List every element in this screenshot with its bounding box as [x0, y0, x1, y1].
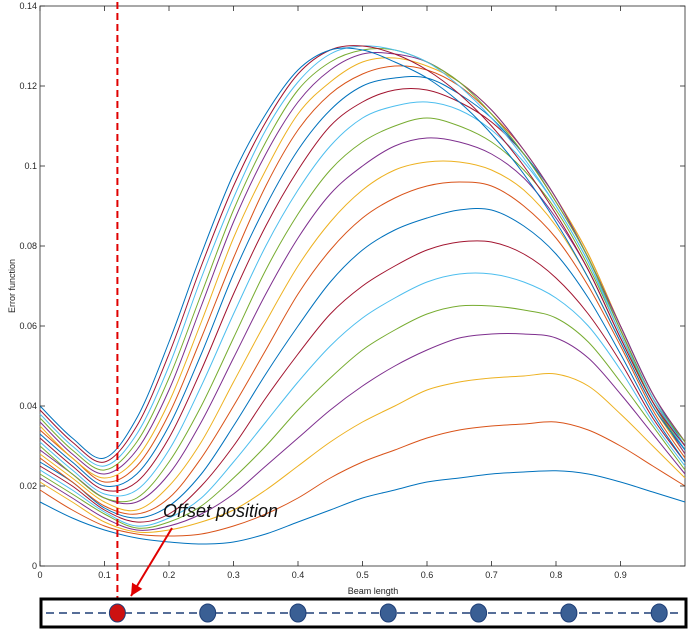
x-tick-label: 0.2	[163, 570, 176, 580]
beam-node	[199, 603, 217, 623]
beam-node	[560, 603, 578, 623]
y-tick-label: 0	[32, 561, 37, 571]
y-tick-label: 0.06	[19, 321, 37, 331]
series-line-1	[39, 470, 686, 545]
x-tick-label: 0	[37, 570, 42, 580]
beam-diagram	[39, 597, 688, 629]
series-line-3	[39, 372, 686, 533]
x-tick-label: 0.3	[227, 570, 240, 580]
y-tick-label: 0.02	[19, 481, 37, 491]
beam-node-offset	[108, 603, 126, 623]
series-group	[39, 45, 686, 545]
beam-nodes	[108, 603, 668, 623]
y-tick-label: 0.04	[19, 401, 37, 411]
y-tick-label: 0.14	[19, 1, 37, 11]
x-tick-label: 0.4	[292, 570, 305, 580]
x-tick-label: 0.8	[550, 570, 563, 580]
offset-position-arrow	[130, 527, 173, 597]
x-tick-label: 0.7	[485, 570, 498, 580]
series-line-7	[39, 240, 686, 523]
x-tick-label: 0.6	[421, 570, 434, 580]
x-axis-ticks: 0 0.1 0.2 0.3 0.4 0.5 0.6 0.7 0.8 0.9	[37, 6, 627, 580]
series-line-12	[39, 117, 686, 503]
y-tick-label: 0.08	[19, 241, 37, 251]
series-line-8	[39, 207, 686, 519]
x-tick-label: 0.5	[356, 570, 369, 580]
x-tick-label: 0.1	[98, 570, 111, 580]
beam-node	[470, 603, 488, 623]
x-axis-label: Beam length	[348, 586, 399, 596]
y-axis-label: Error function	[7, 259, 17, 313]
series-line-6	[39, 272, 686, 527]
series-line-2	[39, 421, 686, 537]
overlay: Offset position	[116, 2, 278, 612]
beam-node	[650, 603, 668, 623]
series-line-21	[39, 45, 686, 463]
y-tick-label: 0.1	[24, 161, 37, 171]
y-tick-label: 0.12	[19, 81, 37, 91]
series-line-17	[39, 57, 686, 479]
plot-area: 0 0.1 0.2 0.3 0.4 0.5 0.6 0.7 0.8 0.9 0 0.02 0.04 0.…	[7, 1, 686, 596]
series-line-9	[39, 181, 686, 515]
series-line-19	[39, 48, 686, 471]
y-axis-ticks: 0 0.02 0.04 0.06 0.08 0.1 0.12 0.14	[19, 1, 685, 571]
series-line-22	[39, 47, 686, 459]
x-tick-label: 0.9	[614, 570, 627, 580]
arrow-head	[131, 582, 143, 596]
series-line-4	[39, 332, 686, 531]
series-line-5	[39, 304, 686, 529]
beam-node	[289, 603, 307, 623]
beam-node	[379, 603, 397, 623]
offset-position-annotation: Offset position	[163, 501, 278, 521]
